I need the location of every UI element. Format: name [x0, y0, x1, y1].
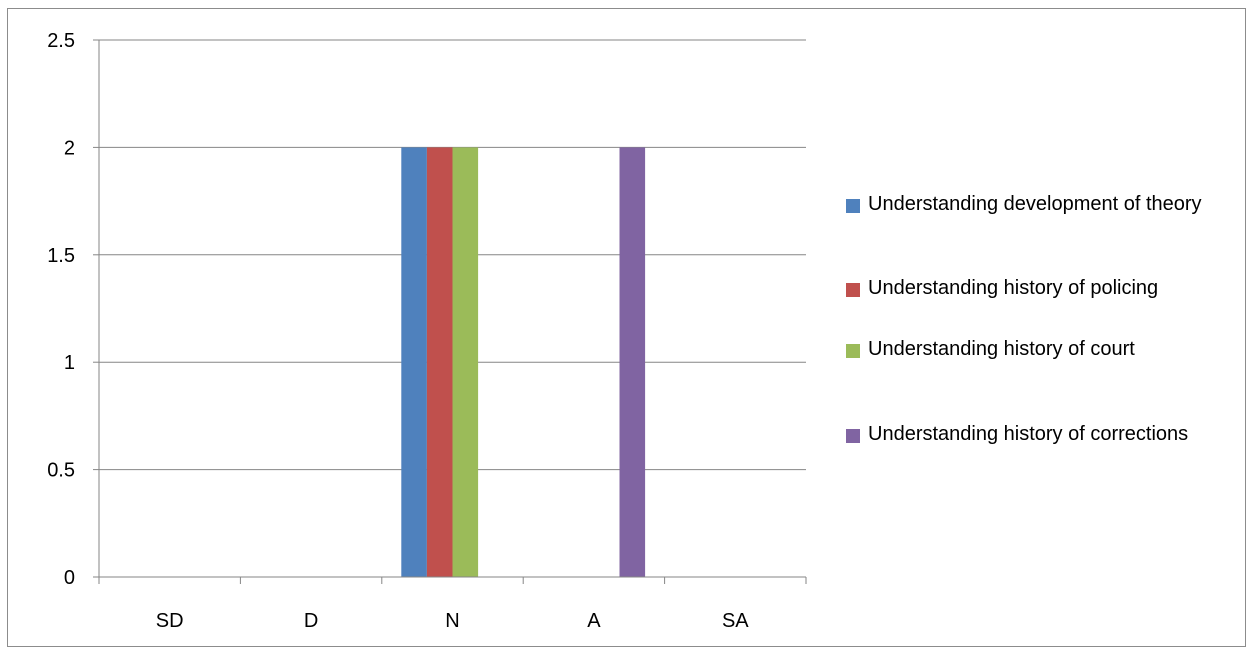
y-tick-label: 2.5: [47, 30, 75, 52]
legend-swatch: [846, 344, 860, 358]
bar: [426, 147, 453, 577]
legend-label: Understanding history of court: [868, 338, 1135, 360]
x-tick-label: A: [587, 610, 601, 632]
legend-label: Understanding history of corrections: [868, 423, 1189, 445]
legend-label: Understanding development of theory: [868, 193, 1202, 215]
x-tick-label: D: [304, 610, 318, 632]
x-tick-label: N: [445, 610, 459, 632]
legend-swatch: [846, 283, 860, 297]
bar: [401, 147, 427, 577]
x-tick-label: SD: [156, 610, 184, 632]
x-tick-label: SA: [722, 610, 749, 632]
y-tick-label: 1: [64, 352, 75, 374]
legend-swatch: [846, 429, 860, 443]
legend-label: Understanding history of policing: [868, 277, 1159, 299]
legend-swatch: [846, 199, 860, 213]
y-tick-label: 0: [64, 567, 75, 589]
y-tick-label: 0.5: [47, 460, 75, 482]
bar: [452, 147, 479, 577]
bar: [619, 147, 646, 577]
y-tick-label: 1.5: [47, 245, 75, 267]
y-tick-label: 2: [64, 137, 75, 159]
